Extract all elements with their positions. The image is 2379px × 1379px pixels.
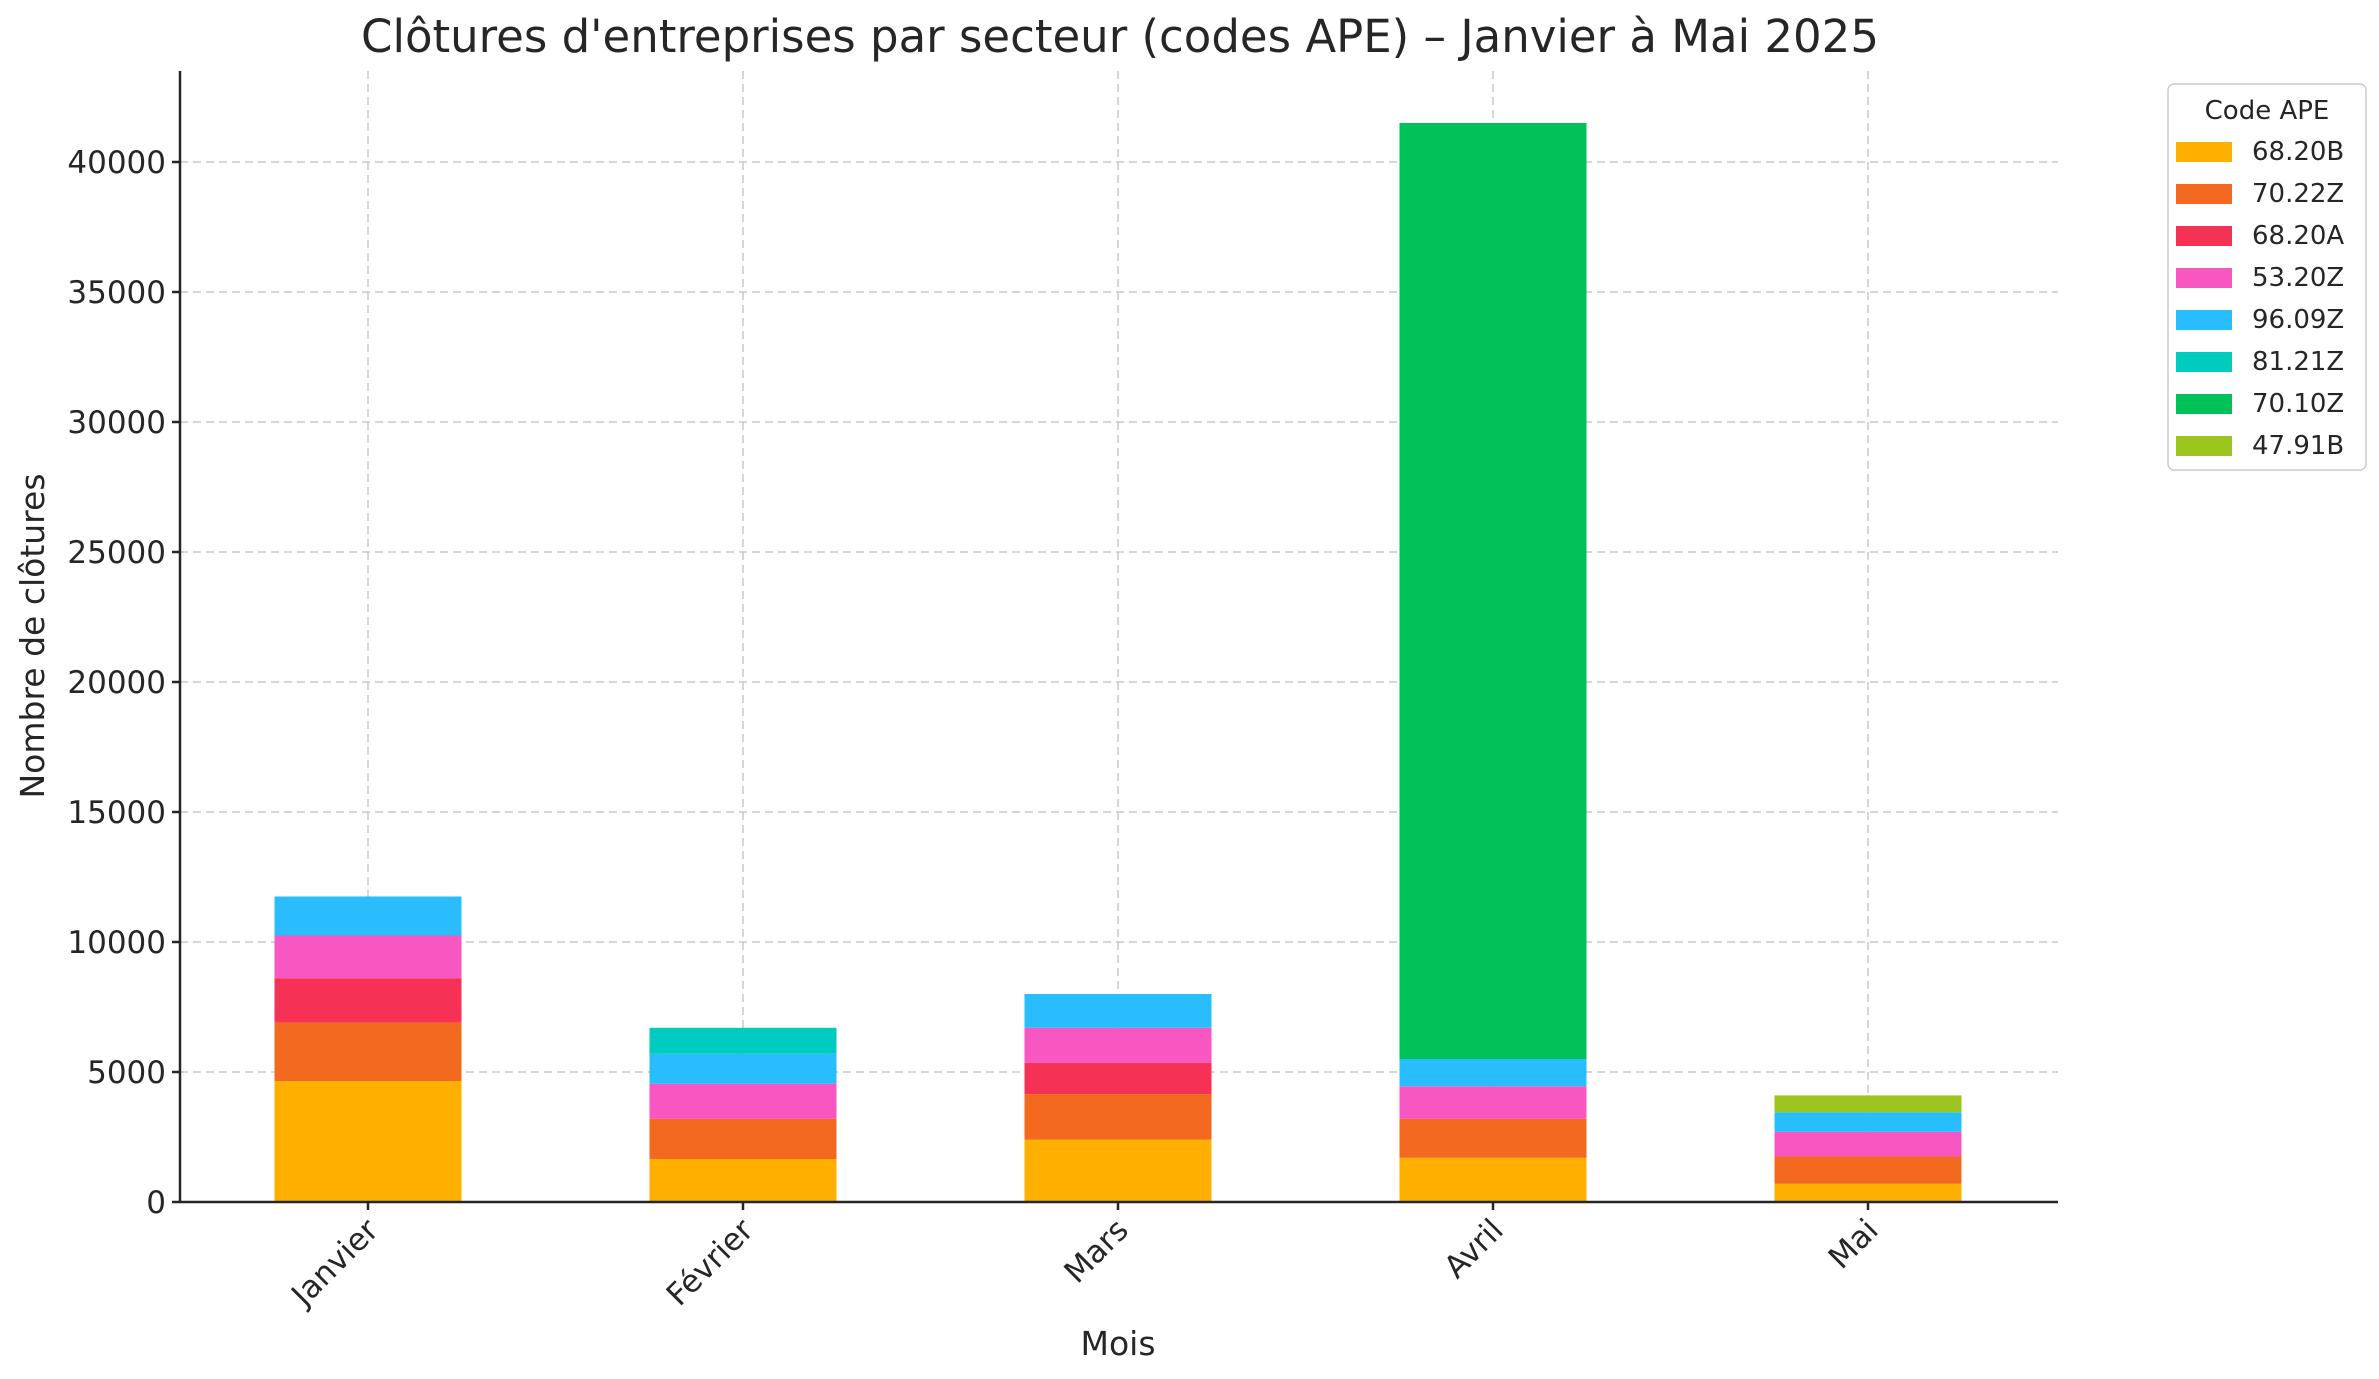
bar-segment xyxy=(1024,1139,1212,1202)
legend-swatch xyxy=(2176,142,2232,162)
y-tick-label: 30000 xyxy=(67,405,166,441)
bar-segment xyxy=(274,935,462,979)
bar-segment xyxy=(1399,123,1587,1059)
y-tick-label: 35000 xyxy=(67,275,166,311)
y-tick-label: 40000 xyxy=(67,145,166,181)
x-axis-label: Mois xyxy=(1080,1324,1155,1363)
legend-swatch xyxy=(2176,352,2232,372)
bar-segment xyxy=(274,896,462,936)
x-tick-label: Janvier xyxy=(283,1212,385,1314)
bar-segment xyxy=(1399,1059,1587,1087)
x-tick-label: Mai xyxy=(1822,1212,1886,1276)
x-tick-label: Février xyxy=(660,1212,761,1313)
y-tick-label: 20000 xyxy=(67,665,166,701)
y-tick-label: 5000 xyxy=(87,1055,166,1091)
legend-label: 70.22Z xyxy=(2252,179,2344,209)
bar-segment xyxy=(1399,1118,1587,1158)
bar-segment xyxy=(1774,1131,1962,1157)
bars xyxy=(274,123,1962,1202)
bar-segment xyxy=(649,1027,837,1054)
y-tick-label: 10000 xyxy=(67,925,166,961)
bar-segment xyxy=(649,1053,837,1084)
bar-segment xyxy=(274,978,462,1023)
bar-segment xyxy=(1774,1112,1962,1132)
legend-items: 68.20B 70.22Z 68.20A 53.20Z 96.09Z 81.21Z 70.1… xyxy=(2176,137,2344,461)
bar-segment xyxy=(1399,1086,1587,1119)
legend-swatch xyxy=(2176,394,2232,414)
bar-segment xyxy=(274,1022,462,1082)
legend-swatch xyxy=(2176,436,2232,456)
bar-segment xyxy=(274,1081,462,1202)
y-tick-label: 0 xyxy=(146,1185,166,1221)
x-ticks: Janvier Février Mars Avril Mai xyxy=(283,1202,1886,1314)
bar-segment xyxy=(649,1118,837,1160)
legend-label: 47.91B xyxy=(2252,431,2344,461)
legend-label: 68.20A xyxy=(2252,221,2344,251)
bar-segment xyxy=(649,1159,837,1202)
bar-segment xyxy=(1774,1156,1962,1184)
legend-swatch xyxy=(2176,184,2232,204)
legend-label: 81.21Z xyxy=(2252,347,2344,377)
legend-label: 68.20B xyxy=(2252,137,2344,167)
legend-label: 96.09Z xyxy=(2252,305,2344,335)
x-tick-label: Avril xyxy=(1437,1212,1510,1285)
legend-title: Code APE xyxy=(2205,96,2330,126)
bar-segment xyxy=(1024,994,1212,1028)
legend-swatch xyxy=(2176,268,2232,288)
bar-segment xyxy=(1774,1183,1962,1202)
bar-segment xyxy=(1774,1095,1962,1113)
y-axis-label: Nombre de clôtures xyxy=(13,473,52,798)
legend-swatch xyxy=(2176,226,2232,246)
legend-label: 70.10Z xyxy=(2252,389,2344,419)
y-tick-label: 15000 xyxy=(67,795,166,831)
bar-segment xyxy=(1024,1062,1212,1095)
legend-swatch xyxy=(2176,310,2232,330)
y-tick-label: 25000 xyxy=(67,535,166,571)
legend: Code APE 68.20B 70.22Z 68.20A 53.20Z 96.09Z 8… xyxy=(2167,83,2367,471)
legend-label: 53.20Z xyxy=(2252,263,2344,293)
chart-title: Clôtures d'entreprises par secteur (code… xyxy=(361,10,1879,63)
x-tick-label: Mars xyxy=(1057,1212,1135,1290)
bar-segment xyxy=(1399,1157,1587,1202)
y-ticks: 0 5000 10000 15000 20000 25000 30000 35000 40000 xyxy=(67,145,180,1221)
bar-segment xyxy=(1024,1094,1212,1140)
bar-segment xyxy=(649,1083,837,1119)
bar-segment xyxy=(1024,1027,1212,1063)
legend-box xyxy=(2167,83,2367,471)
